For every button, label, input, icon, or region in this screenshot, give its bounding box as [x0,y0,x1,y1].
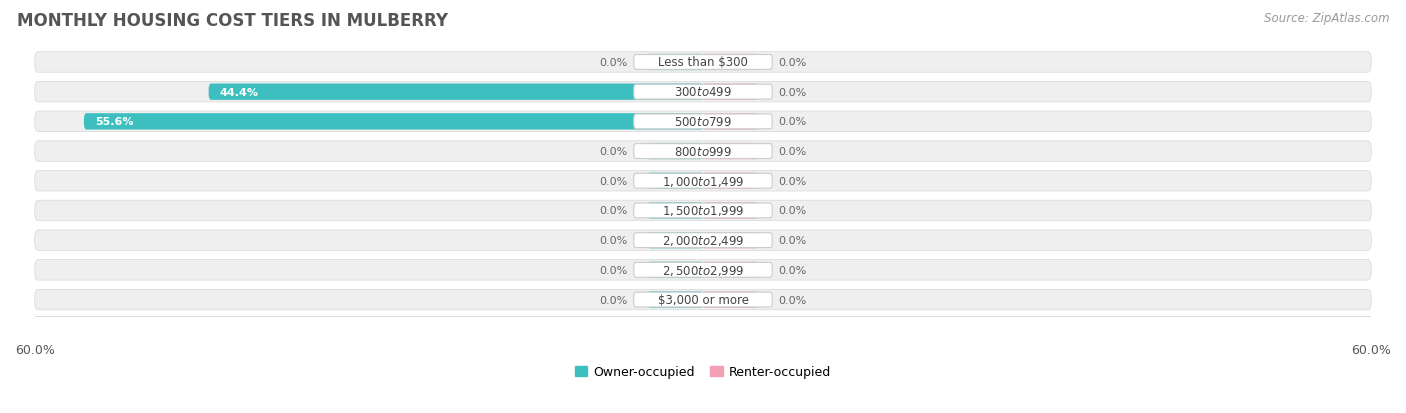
Text: 0.0%: 0.0% [779,235,807,246]
FancyBboxPatch shape [703,114,759,130]
Text: 0.0%: 0.0% [599,235,627,246]
FancyBboxPatch shape [634,204,772,218]
FancyBboxPatch shape [634,233,772,248]
FancyBboxPatch shape [208,84,703,101]
Text: 0.0%: 0.0% [779,295,807,305]
Text: 0.0%: 0.0% [599,206,627,216]
FancyBboxPatch shape [703,84,759,101]
Text: Less than $300: Less than $300 [658,56,748,69]
FancyBboxPatch shape [35,82,1371,103]
Text: $800 to $999: $800 to $999 [673,145,733,158]
FancyBboxPatch shape [634,292,772,307]
Text: 0.0%: 0.0% [779,117,807,127]
Text: MONTHLY HOUSING COST TIERS IN MULBERRY: MONTHLY HOUSING COST TIERS IN MULBERRY [17,12,449,30]
FancyBboxPatch shape [703,55,759,71]
FancyBboxPatch shape [35,171,1371,192]
FancyBboxPatch shape [84,114,703,130]
FancyBboxPatch shape [35,290,1371,310]
Text: 0.0%: 0.0% [779,58,807,68]
Text: $1,000 to $1,499: $1,000 to $1,499 [662,174,744,188]
Text: 44.4%: 44.4% [219,88,259,97]
FancyBboxPatch shape [703,292,759,308]
FancyBboxPatch shape [35,230,1371,251]
Text: 0.0%: 0.0% [599,176,627,186]
Text: 55.6%: 55.6% [96,117,134,127]
FancyBboxPatch shape [634,144,772,159]
FancyBboxPatch shape [634,174,772,189]
Text: 0.0%: 0.0% [779,88,807,97]
FancyBboxPatch shape [634,55,772,70]
FancyBboxPatch shape [35,112,1371,132]
Text: 0.0%: 0.0% [599,295,627,305]
Text: 0.0%: 0.0% [599,147,627,157]
FancyBboxPatch shape [634,85,772,100]
FancyBboxPatch shape [647,233,703,249]
Text: 0.0%: 0.0% [779,176,807,186]
Text: $300 to $499: $300 to $499 [673,86,733,99]
Text: 0.0%: 0.0% [599,265,627,275]
FancyBboxPatch shape [647,292,703,308]
Text: $2,000 to $2,499: $2,000 to $2,499 [662,234,744,247]
FancyBboxPatch shape [35,201,1371,221]
Text: 0.0%: 0.0% [779,265,807,275]
FancyBboxPatch shape [35,52,1371,73]
Text: 0.0%: 0.0% [599,58,627,68]
FancyBboxPatch shape [647,203,703,219]
FancyBboxPatch shape [703,203,759,219]
Text: $500 to $799: $500 to $799 [673,116,733,128]
FancyBboxPatch shape [647,55,703,71]
Text: $1,500 to $1,999: $1,500 to $1,999 [662,204,744,218]
FancyBboxPatch shape [647,262,703,278]
FancyBboxPatch shape [703,144,759,160]
Text: Source: ZipAtlas.com: Source: ZipAtlas.com [1264,12,1389,25]
FancyBboxPatch shape [634,115,772,129]
FancyBboxPatch shape [35,260,1371,280]
FancyBboxPatch shape [35,142,1371,162]
FancyBboxPatch shape [703,262,759,278]
FancyBboxPatch shape [634,263,772,278]
FancyBboxPatch shape [647,173,703,190]
Text: $2,500 to $2,999: $2,500 to $2,999 [662,263,744,277]
Legend: Owner-occupied, Renter-occupied: Owner-occupied, Renter-occupied [569,360,837,383]
FancyBboxPatch shape [703,233,759,249]
FancyBboxPatch shape [703,173,759,190]
Text: $3,000 or more: $3,000 or more [658,293,748,306]
Text: 0.0%: 0.0% [779,206,807,216]
Text: 0.0%: 0.0% [779,147,807,157]
FancyBboxPatch shape [647,144,703,160]
